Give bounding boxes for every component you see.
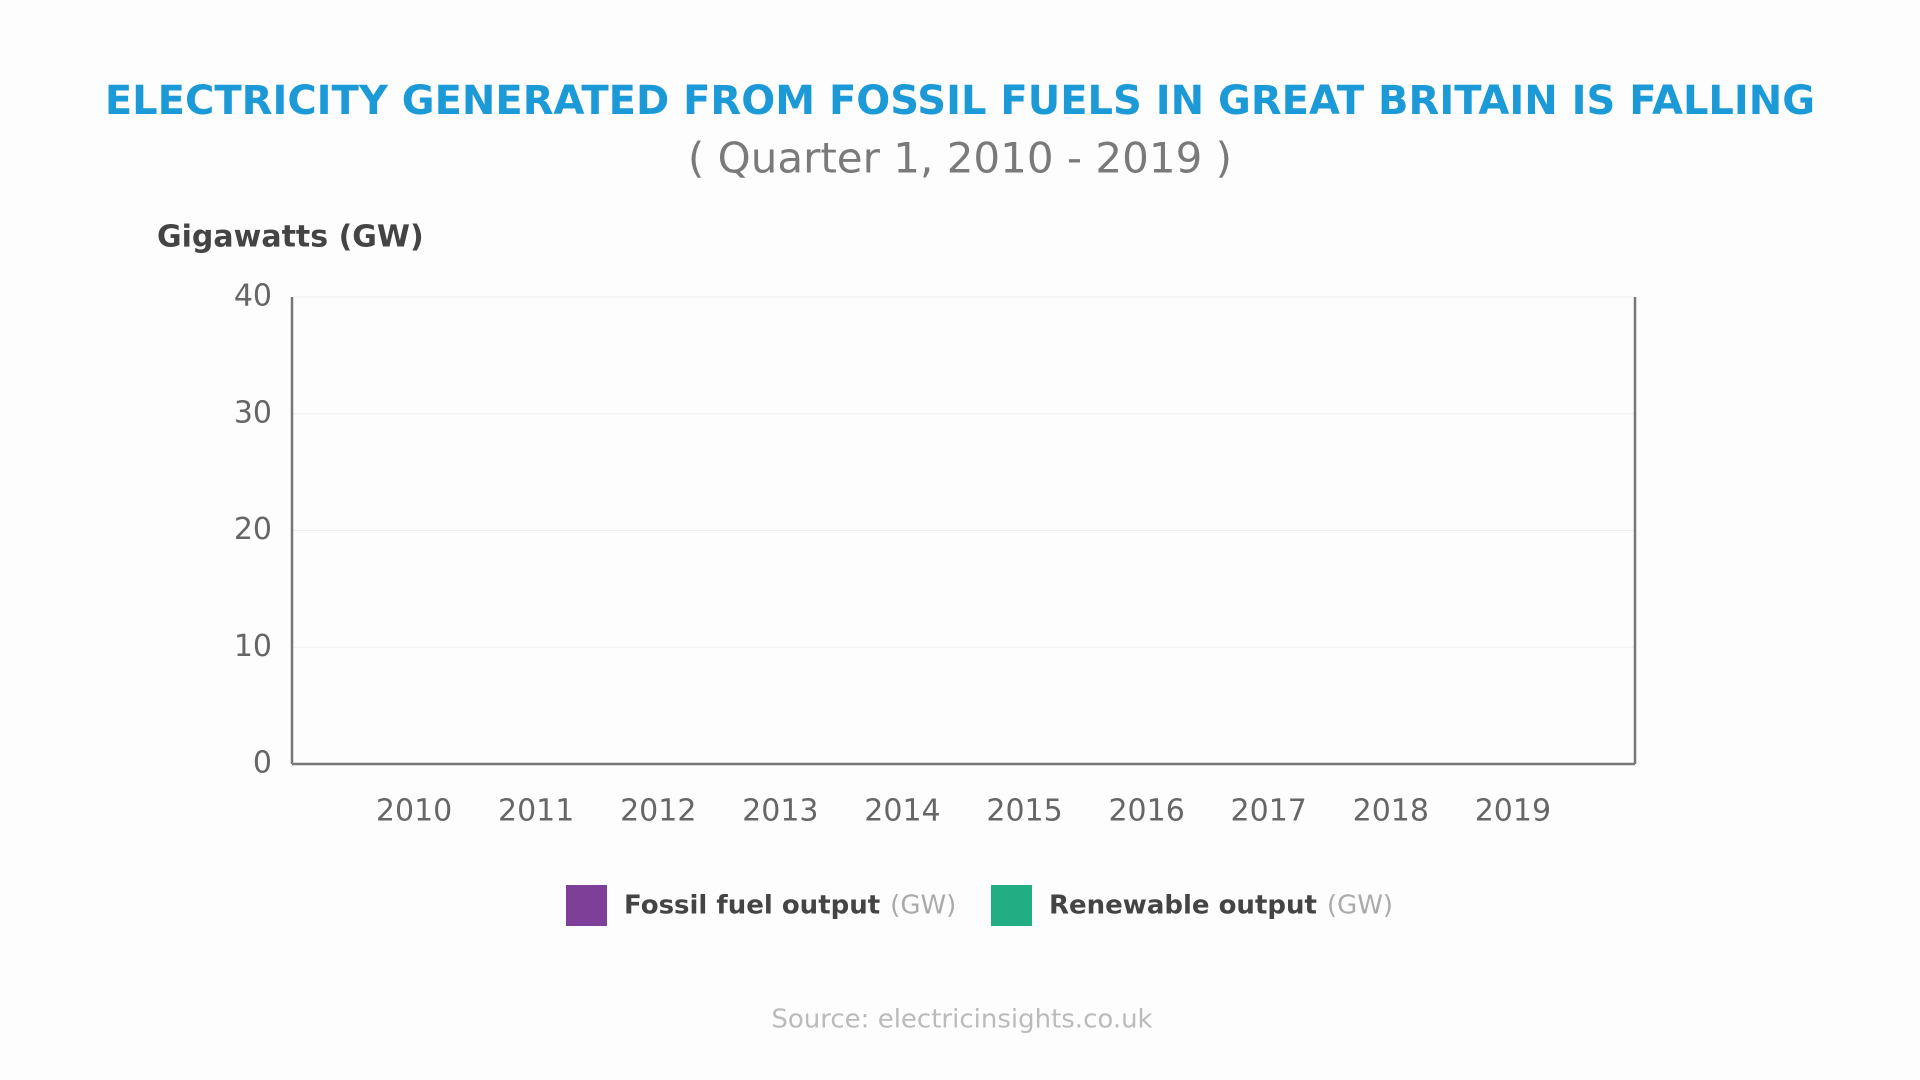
legend-unit: (GW) [1327, 891, 1393, 921]
y-axis-label: Gigawatts (GW) [157, 220, 424, 255]
y-tick-label: 20 [234, 512, 272, 547]
x-tick-label: 2017 [1231, 794, 1307, 829]
x-tick-label: 2019 [1475, 794, 1551, 829]
chart-title: ELECTRICITY GENERATED FROM FOSSIL FUELS … [105, 78, 1815, 124]
legend-swatch [991, 885, 1032, 926]
y-tick-label: 0 [253, 746, 272, 781]
y-tick-label: 10 [234, 629, 272, 664]
legend-label: Fossil fuel output [624, 891, 880, 921]
x-tick-label: 2011 [498, 794, 574, 829]
y-tick-label: 40 [234, 279, 272, 314]
x-tick-label: 2012 [620, 794, 696, 829]
x-tick-label: 2014 [864, 794, 940, 829]
legend-label: Renewable output [1049, 891, 1317, 921]
x-tick-label: 2013 [742, 794, 818, 829]
legend-swatch [566, 885, 607, 926]
y-tick-label: 30 [234, 395, 272, 430]
x-tick-label: 2010 [376, 794, 452, 829]
x-tick-label: 2016 [1108, 794, 1184, 829]
x-tick-label: 2015 [986, 794, 1062, 829]
x-tick-label: 2018 [1353, 794, 1429, 829]
legend-unit: (GW) [890, 891, 956, 921]
source: Source: electricinsights.co.uk [771, 1005, 1152, 1035]
chart-subtitle: ( Quarter 1, 2010 - 2019 ) [688, 134, 1232, 183]
